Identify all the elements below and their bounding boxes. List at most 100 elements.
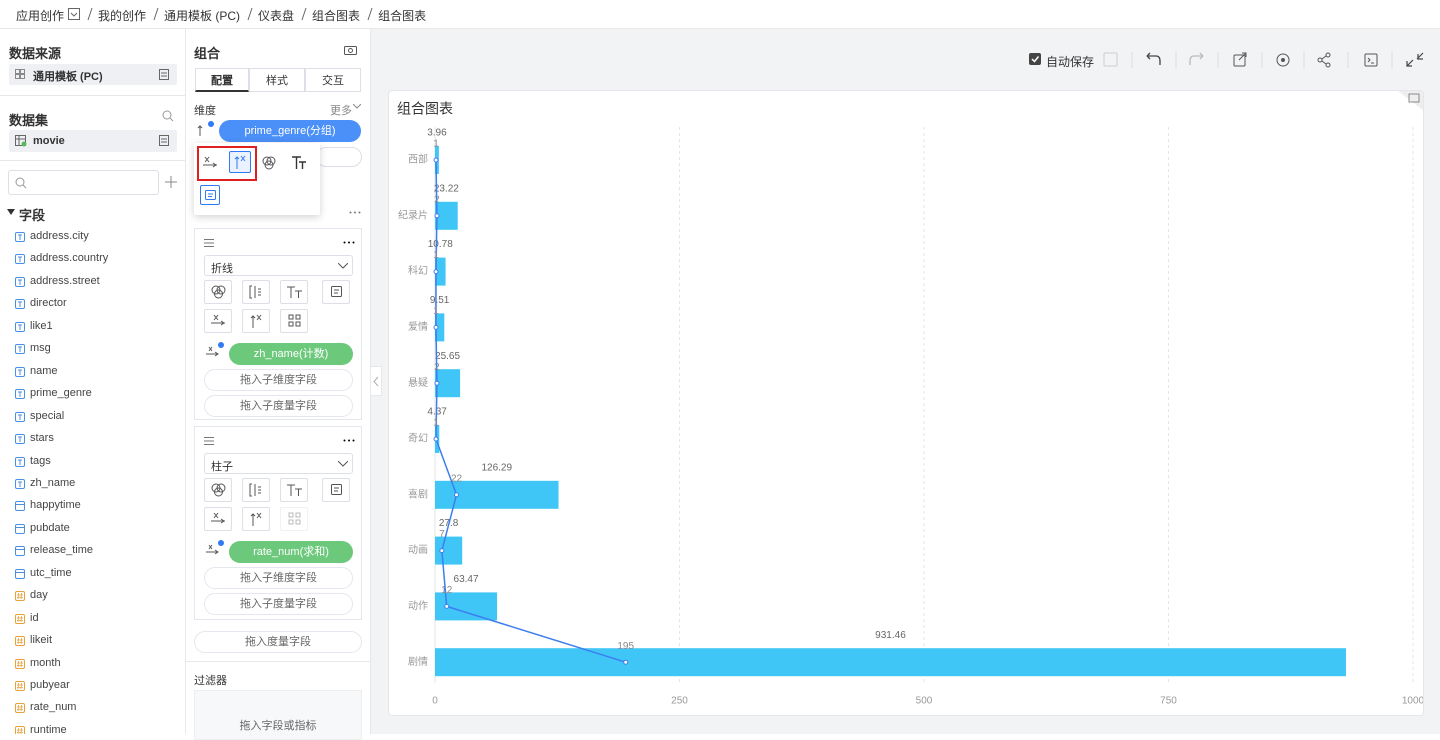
measure-pill[interactable]: rate_num(求和) [229, 541, 353, 563]
field-item[interactable]: pubdate [30, 521, 70, 534]
drag-handle[interactable] [204, 239, 214, 247]
field-type-icon [15, 501, 25, 512]
menu-dots[interactable] [343, 241, 355, 244]
chart-option-icon[interactable] [280, 309, 308, 333]
field-item[interactable]: month [30, 656, 61, 669]
line-point [433, 269, 439, 275]
icon [249, 285, 261, 299]
field-item[interactable]: release_time [30, 544, 93, 557]
field-item[interactable]: pubyear [30, 679, 70, 691]
field-item[interactable]: like1 [30, 319, 53, 332]
icon [17, 593, 23, 600]
chart-option-icon[interactable] [280, 478, 308, 502]
field-item[interactable]: address.country [30, 252, 109, 265]
bar [435, 648, 1346, 677]
label-icon[interactable] [292, 156, 307, 170]
field-type-icon [15, 478, 25, 489]
sub-measure-drop[interactable]: 拖入子度量字段 [204, 593, 353, 615]
sort-icon[interactable] [205, 342, 225, 360]
datasource[interactable]: 通用模板 (PC) [9, 64, 177, 85]
breadcrumb-item[interactable]: 我的创作 [98, 9, 147, 23]
drag-handle[interactable] [204, 437, 214, 445]
tab[interactable]: 交互 [305, 68, 361, 92]
autosave-checkbox[interactable] [1029, 53, 1041, 65]
chart-option-icon[interactable] [242, 478, 270, 502]
sub-measure-drop[interactable]: 拖入子度量字段 [204, 395, 353, 417]
tooltip-icon[interactable] [200, 185, 220, 205]
sort-icon[interactable] [196, 121, 216, 139]
field-item[interactable]: address.city [30, 230, 89, 242]
badge [218, 540, 224, 546]
icon [250, 314, 262, 328]
sort-icon[interactable] [205, 540, 225, 558]
chart-option-icon[interactable] [242, 280, 270, 304]
icon [214, 487, 223, 497]
icon [18, 346, 22, 353]
chart-option-icon[interactable] [204, 280, 232, 304]
field-item[interactable]: zh_name [30, 476, 76, 489]
icon [343, 439, 346, 442]
field-item[interactable]: likeit [30, 634, 53, 647]
collapse-handle[interactable] [371, 366, 382, 396]
field-item[interactable]: msg [30, 342, 51, 355]
icon [249, 483, 261, 497]
more-button[interactable]: 更多 [330, 105, 352, 117]
field-item[interactable]: rate_num [30, 701, 77, 714]
menu-dots[interactable] [343, 439, 355, 442]
collapse-arrow[interactable] [7, 208, 15, 216]
measure-pill[interactable]: zh_name(计数) [229, 343, 353, 365]
breadcrumb-item[interactable]: 通用模板 (PC) [164, 9, 241, 23]
fields-title: 字段 [19, 208, 46, 223]
chart-option-icon[interactable] [204, 478, 232, 502]
breadcrumb-item[interactable]: 组合图表 [312, 9, 361, 23]
tab[interactable]: 配置 [195, 68, 249, 92]
filter-drop[interactable]: 拖入字段或指标 [194, 690, 362, 740]
field-item[interactable]: stars [30, 432, 54, 445]
chart-option-icon[interactable] [322, 478, 350, 502]
sub-dimension-drop[interactable]: 拖入子维度字段 [204, 369, 353, 391]
field-item[interactable]: day [30, 589, 48, 602]
corner-tag[interactable] [1394, 91, 1424, 111]
dimension-pill[interactable]: prime_genre(分组) [219, 120, 361, 142]
field-item[interactable]: tags [30, 454, 51, 467]
chart-type-select[interactable]: 柱子 [204, 453, 353, 474]
field-item[interactable]: happytime [30, 499, 81, 512]
menu-dots[interactable] [349, 211, 361, 214]
breadcrumb-item[interactable]: 应用创作 [16, 9, 65, 23]
sort-x-icon[interactable] [203, 156, 217, 170]
field-item[interactable]: name [30, 364, 58, 377]
chart-option-icon[interactable] [280, 280, 308, 304]
field-item[interactable]: address.street [30, 274, 100, 287]
drop-zone[interactable] [316, 147, 362, 167]
chart-option-icon[interactable] [280, 507, 308, 531]
bar-value-label: 23.22 [434, 183, 459, 194]
field-item[interactable]: prime_genre [30, 387, 92, 400]
sort-y-icon[interactable] [229, 151, 251, 173]
chart-option-icon[interactable] [242, 309, 270, 333]
field-item[interactable]: utc_time [30, 566, 72, 579]
y-tick-label: 科幻 [408, 264, 428, 277]
chart-option-icon[interactable] [204, 507, 232, 531]
icon[interactable] [344, 45, 357, 55]
search-icon[interactable] [162, 110, 174, 122]
color-icon[interactable] [262, 156, 276, 170]
sub-dimension-drop[interactable]: 拖入子维度字段 [204, 567, 353, 589]
dataset[interactable]: movie [9, 130, 177, 152]
chart-option-icon[interactable] [322, 280, 350, 304]
add-button[interactable] [165, 176, 177, 188]
breadcrumb-item[interactable]: 仪表盘 [258, 9, 295, 23]
field-item[interactable]: special [30, 409, 65, 422]
icon [17, 705, 23, 712]
chart-option-icon[interactable] [242, 507, 270, 531]
field-search[interactable] [8, 170, 159, 195]
chart-option-icon[interactable] [204, 309, 232, 333]
breadcrumb-item[interactable]: 组合图表 [378, 9, 427, 23]
measure-drop[interactable]: 拖入度量字段 [194, 631, 362, 653]
field-item[interactable]: director [30, 297, 67, 310]
field-item[interactable]: runtime [30, 723, 67, 734]
toolbar-icons[interactable] [1100, 50, 1430, 72]
tab[interactable]: 样式 [249, 68, 305, 92]
field-item[interactable]: id [30, 611, 39, 624]
chart-type-select[interactable]: 折线 [204, 255, 353, 276]
line [435, 159, 626, 663]
